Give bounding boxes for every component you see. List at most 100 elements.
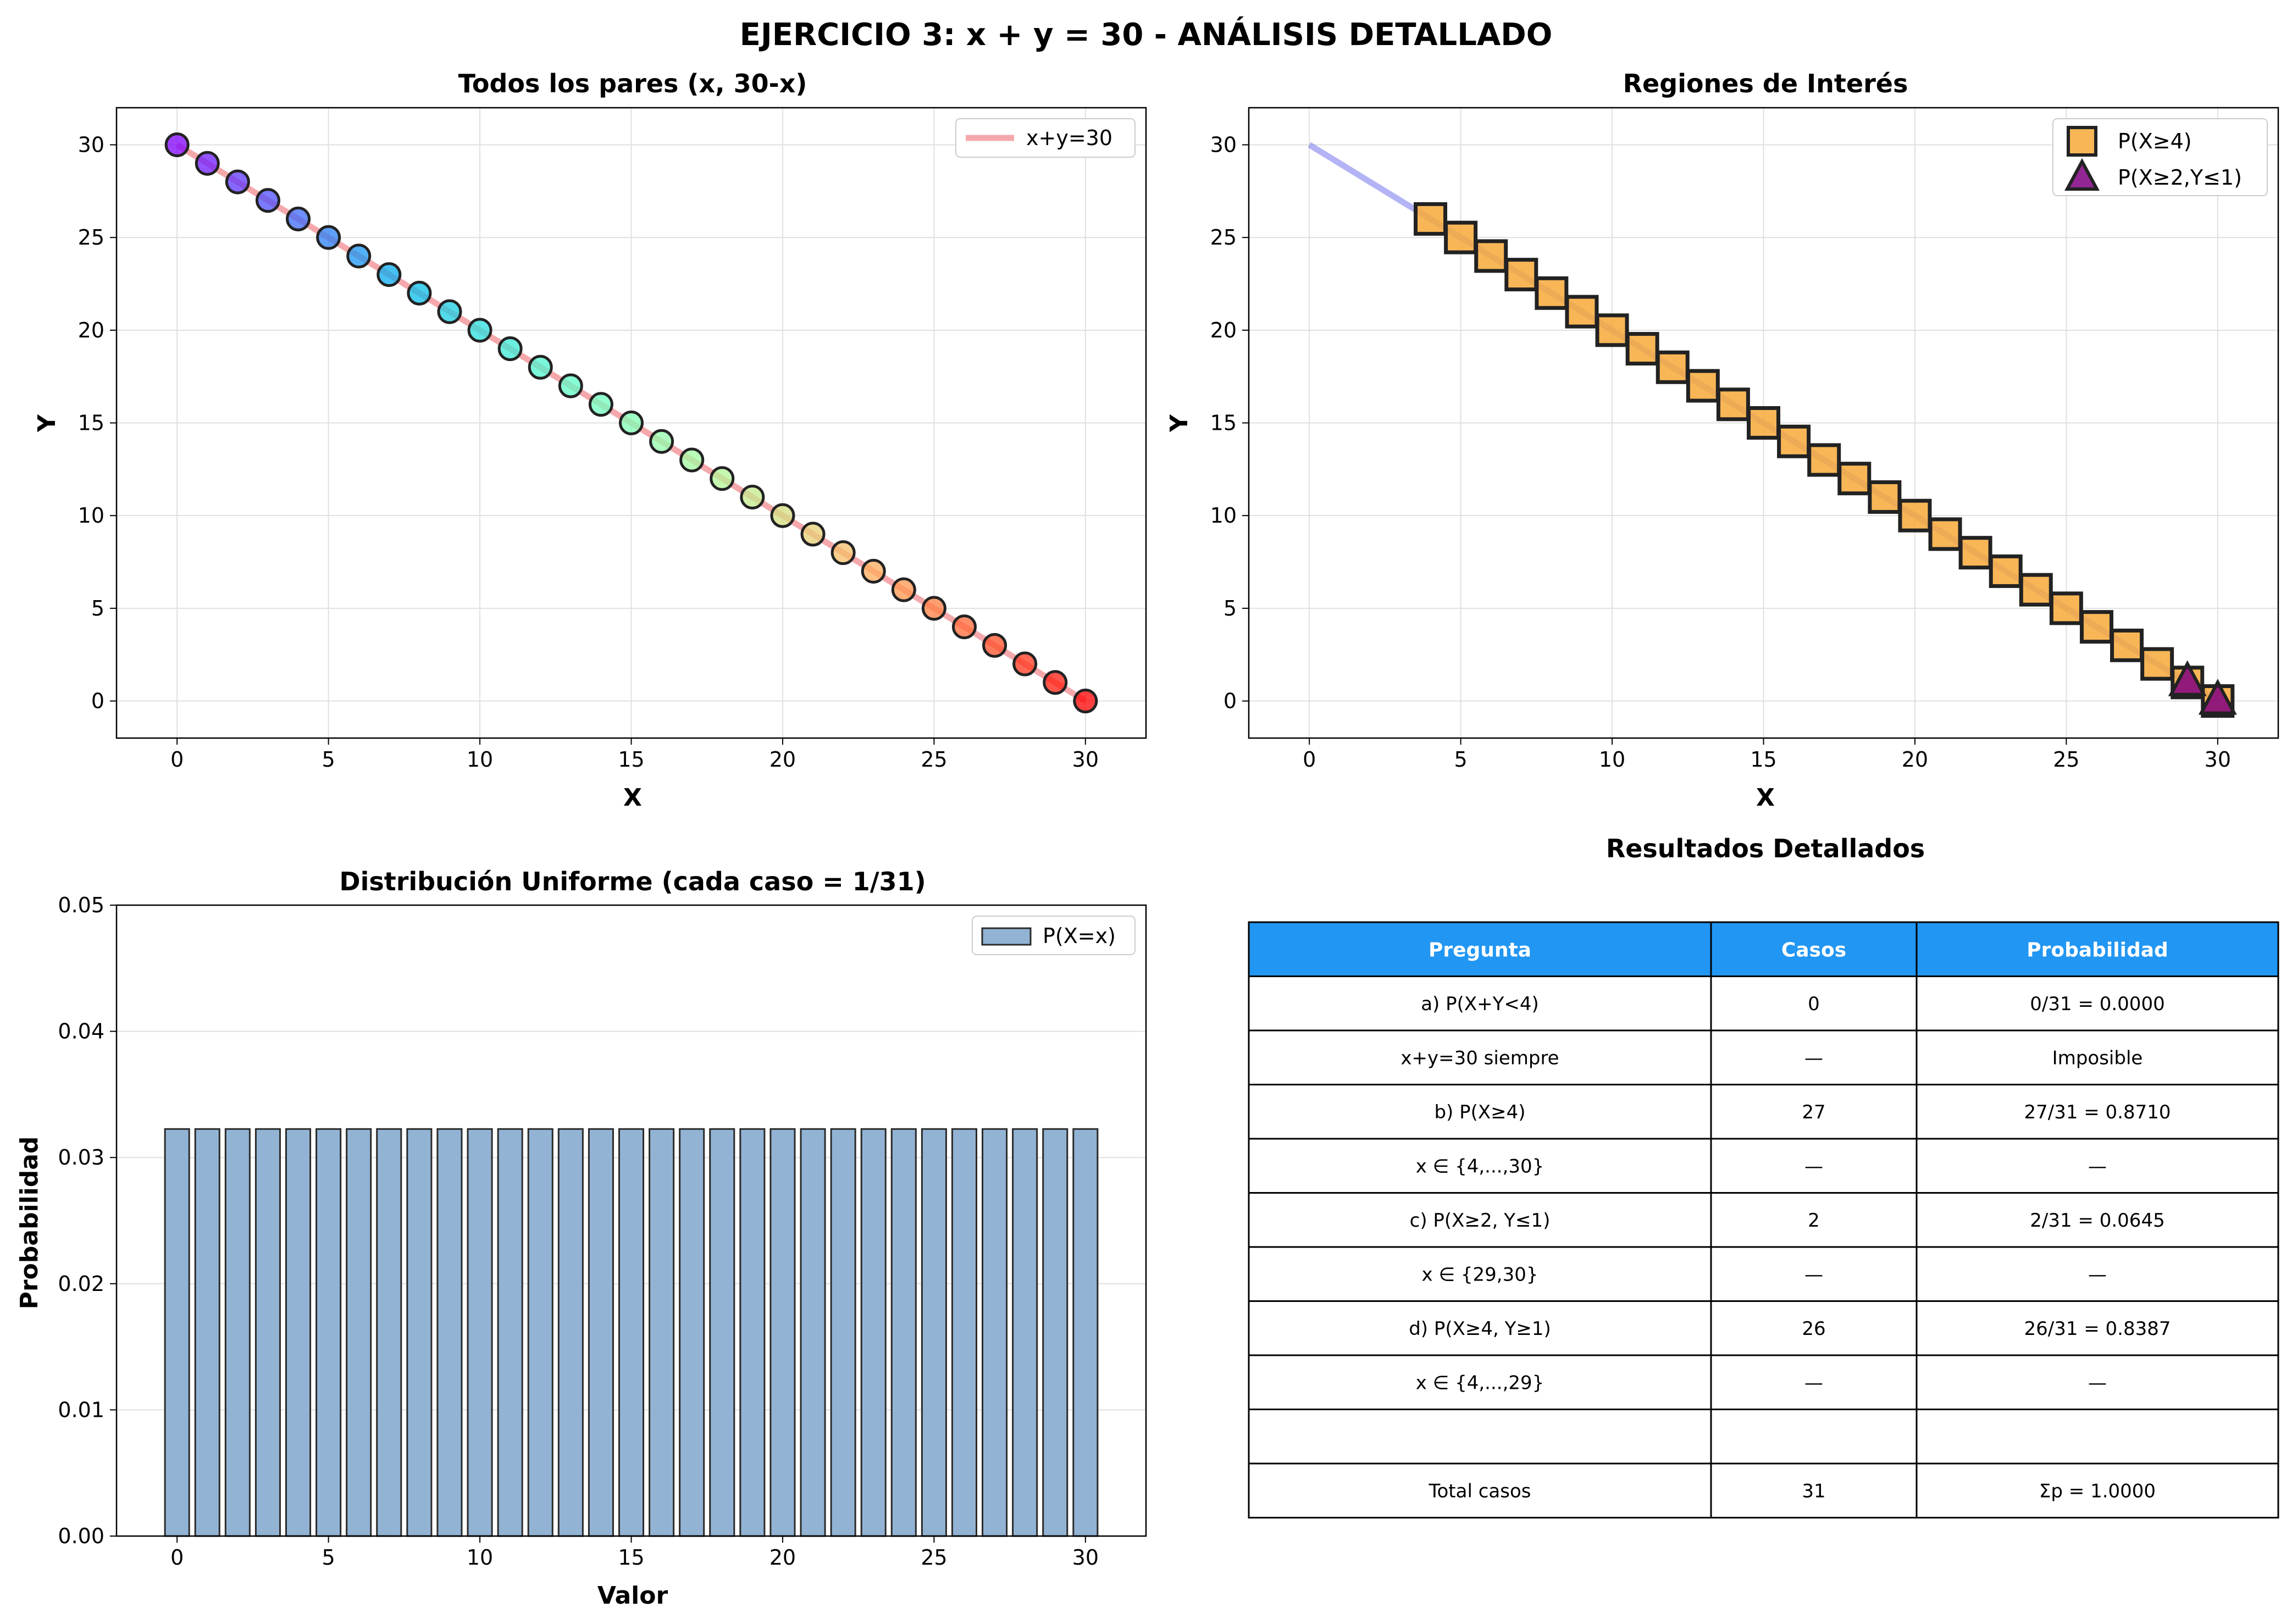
p3-bar-12 xyxy=(527,1128,553,1537)
p1-point-30 xyxy=(1073,689,1098,714)
p2-ytick-label-1: 5 xyxy=(1223,596,1237,620)
p2-square-19 xyxy=(1868,480,1902,514)
p3-bar-20 xyxy=(769,1128,796,1537)
p2-ytick-label-5: 25 xyxy=(1210,225,1237,250)
p3-xtick-label-2: 10 xyxy=(467,1545,493,1570)
p3-bar-16 xyxy=(649,1128,675,1537)
table-cell-r5-c0 xyxy=(1248,1246,1712,1302)
p2-ytick-label-3: 15 xyxy=(1210,411,1237,435)
p1-point-29 xyxy=(1043,670,1068,695)
p3-xtick-label-0: 0 xyxy=(170,1545,184,1570)
table-cell-text-r7-c0: x ∈ {4,...,29} xyxy=(1416,1372,1544,1394)
table-cell-text-r2-c0: b) P(X≥4) xyxy=(1434,1101,1525,1123)
table-cell-text-r4-c0: c) P(X≥2, Y≤1) xyxy=(1410,1210,1551,1232)
p1-frame xyxy=(115,107,1147,739)
table-cell-r8-c1 xyxy=(1710,1409,1918,1465)
table-cell-text-r1-c1: — xyxy=(1804,1047,1823,1069)
table-cell-text-r0-c0: a) P(X+Y<4) xyxy=(1421,993,1539,1015)
table-cell-text-r3-c0: x ∈ {4,...,30} xyxy=(1416,1155,1544,1177)
p1-point-12 xyxy=(528,354,553,380)
table-cell-r0-c0 xyxy=(1248,975,1712,1032)
table-header-label-0: Pregunta xyxy=(1429,939,1531,961)
table-cell-text-r3-c2: — xyxy=(2088,1155,2107,1177)
p3-bar-2 xyxy=(224,1128,251,1537)
panel-uniform-title: Distribución Uniforme (cada caso = 1/31) xyxy=(339,867,926,896)
table-cell-text-r2-c2: 27/31 = 0.8710 xyxy=(2024,1101,2171,1123)
table-cell-r3-c2 xyxy=(1915,1138,2279,1194)
table-cell-r1-c1 xyxy=(1710,1029,1918,1085)
p1-point-6 xyxy=(346,243,372,269)
table-cell-text-r0-c1: 0 xyxy=(1808,993,1820,1015)
table-cell-text-r9-c0: Total casos xyxy=(1429,1480,1531,1502)
p2-square-10 xyxy=(1595,313,1629,347)
p2-square-12 xyxy=(1656,350,1690,384)
p3-bar-7 xyxy=(376,1128,402,1537)
panel-regions-title: Regiones de Interés xyxy=(1623,69,1908,98)
p2-legend-label-triangle: P(X≥2,Y≤1) xyxy=(2118,165,2242,190)
p3-bar-30 xyxy=(1072,1128,1099,1537)
table-title: Resultados Detallados xyxy=(1606,834,1925,863)
p3-bar-14 xyxy=(588,1128,614,1537)
p1-ytick-label-2: 10 xyxy=(78,503,104,528)
table-cell-r6-c2 xyxy=(1915,1300,2279,1356)
p1-point-18 xyxy=(710,466,735,491)
table-cell-r4-c2 xyxy=(1915,1192,2279,1248)
p2-square-15 xyxy=(1747,406,1780,440)
table-cell-r5-c1 xyxy=(1710,1246,1918,1302)
table-cell-r9-c0 xyxy=(1248,1462,1712,1518)
table-cell-r2-c2 xyxy=(1915,1084,2279,1140)
p2-triangle-30 xyxy=(2198,679,2237,715)
panel-all-pairs-plot-area: 0 5 10 15 20 25 30 0 5 10 15 20 25 30 x+y=30 xyxy=(78,107,1147,772)
p1-xtick-label-0: 0 xyxy=(170,747,184,772)
figure-title: EJERCICIO 3: x + y = 30 - ANÁLISIS DETAL… xyxy=(740,17,1553,53)
p1-legend-box xyxy=(955,118,1136,158)
p3-xtick-label-1: 5 xyxy=(322,1545,335,1570)
p2-square-25 xyxy=(2049,591,2083,625)
p3-bar-3 xyxy=(254,1128,281,1537)
table-cell-r9-c2 xyxy=(1915,1462,2279,1518)
p3-bar-19 xyxy=(739,1128,766,1537)
p1-xtick-label-6: 30 xyxy=(1072,747,1099,772)
p1-point-24 xyxy=(891,577,916,602)
p2-square-27 xyxy=(2110,628,2144,662)
p1-xtick-label-1: 5 xyxy=(322,747,335,772)
panel-all-pairs-xlabel: X xyxy=(623,784,642,812)
p1-point-23 xyxy=(861,558,886,584)
panel-regions-plot-area: 0 5 10 15 20 25 30 0 5 10 15 20 25 30 P(X≥4) P(X≥2,Y≤1) xyxy=(1210,107,2279,772)
p2-square-4 xyxy=(1414,202,1448,236)
p3-xtick-label-4: 20 xyxy=(769,1545,796,1570)
p3-bar-28 xyxy=(1012,1128,1038,1537)
p1-ytick-label-5: 25 xyxy=(78,225,104,250)
panel-regions-ylabel: Y xyxy=(1165,414,1193,433)
panel-uniform-xlabel: Valor xyxy=(597,1582,668,1610)
table-cell-r0-c1 xyxy=(1710,975,1918,1032)
table-cell-text-r5-c2: — xyxy=(2088,1263,2107,1285)
p2-legend-label-square: P(X≥4) xyxy=(2118,129,2192,153)
p1-point-21 xyxy=(800,522,826,547)
p2-square-11 xyxy=(1625,332,1659,366)
p3-bar-9 xyxy=(436,1128,463,1537)
p2-xtick-label-0: 0 xyxy=(1303,747,1316,772)
p3-bar-11 xyxy=(497,1128,523,1537)
p2-xtick-label-2: 10 xyxy=(1599,747,1625,772)
p3-legend-label: P(X=x) xyxy=(1043,924,1116,948)
table-cell-r6-c0 xyxy=(1248,1300,1712,1356)
panel-all-pairs-ylabel: Y xyxy=(33,414,61,433)
table-cell-text-r7-c2: — xyxy=(2088,1372,2107,1394)
p1-ytick-label-1: 5 xyxy=(91,596,104,620)
p2-legend-square-swatch xyxy=(2067,126,2097,157)
p2-ytick-label-0: 0 xyxy=(1223,689,1237,713)
p1-point-27 xyxy=(982,633,1007,658)
p2-square-14 xyxy=(1716,387,1750,422)
p3-bar-29 xyxy=(1042,1128,1069,1537)
p3-bar-15 xyxy=(618,1128,645,1537)
p3-bar-6 xyxy=(346,1128,372,1537)
table-cell-text-r2-c1: 27 xyxy=(1802,1101,1825,1123)
p3-ytick-label-3: 0.03 xyxy=(58,1145,104,1169)
p1-point-1 xyxy=(195,151,220,176)
table-cell-text-r6-c1: 26 xyxy=(1802,1318,1825,1340)
table-cell-text-r5-c1: — xyxy=(1804,1263,1823,1285)
p1-point-16 xyxy=(649,429,674,454)
p1-point-22 xyxy=(831,540,856,566)
